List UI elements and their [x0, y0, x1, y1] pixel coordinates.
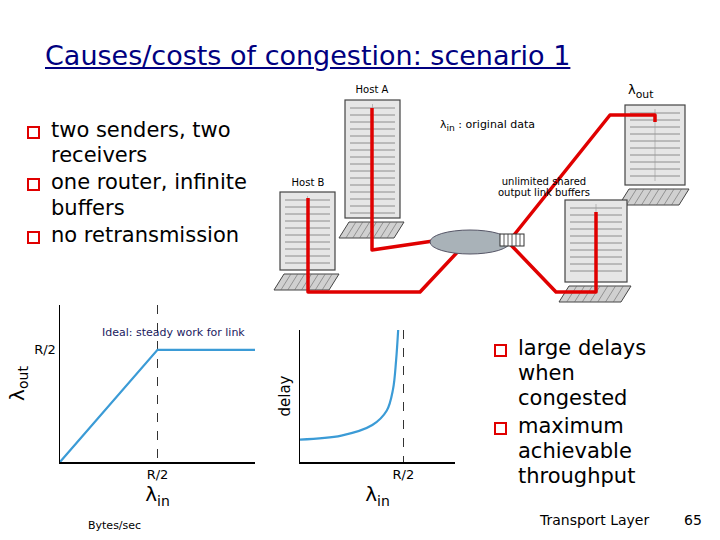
svg-text:λ​in​: λ​in​ — [145, 482, 170, 508]
html-text:Host B: Host B — [291, 177, 325, 188]
html-text:maximum achievable throughput: maximum achievable throughput — [518, 413, 636, 488]
svg-text:Bytes/sec: Bytes/sec — [88, 519, 141, 532]
html-text:one router, infinite buffers: one router, infinite buffers — [51, 170, 247, 220]
html-text:Transport Layer: Transport Layer — [540, 512, 650, 528]
html-text:Host A: Host A — [355, 84, 389, 95]
html-text:λout: λout — [628, 82, 654, 101]
svg-text:λ​in​: λ​in​ — [365, 482, 390, 508]
svg-text:R/2: R/2 — [392, 467, 414, 482]
html-text:no retransmission: no retransmission — [51, 222, 240, 247]
svg-text:delay: delay — [276, 375, 294, 416]
html-text:65: 65 — [684, 512, 702, 528]
svg-text:λ​out​: λ​out​ — [5, 366, 31, 401]
svg-text:R/2: R/2 — [147, 467, 169, 482]
html-text:large delays when congested: large delays when congested — [518, 336, 647, 411]
html-text:unlimited shared output link b: unlimited shared output link buffers — [498, 176, 590, 198]
html-text:two senders, two receivers: two senders, two receivers — [51, 118, 231, 168]
svg-text:Ideal: steady work for link: Ideal: steady work for link — [102, 326, 245, 339]
svg-text:R/2: R/2 — [34, 342, 56, 357]
html-text:Causes/costs of congestion: sc: Causes/costs of congestion: scenario 1 — [45, 40, 571, 71]
html-text:λin: original data: λin: original data — [440, 118, 535, 134]
